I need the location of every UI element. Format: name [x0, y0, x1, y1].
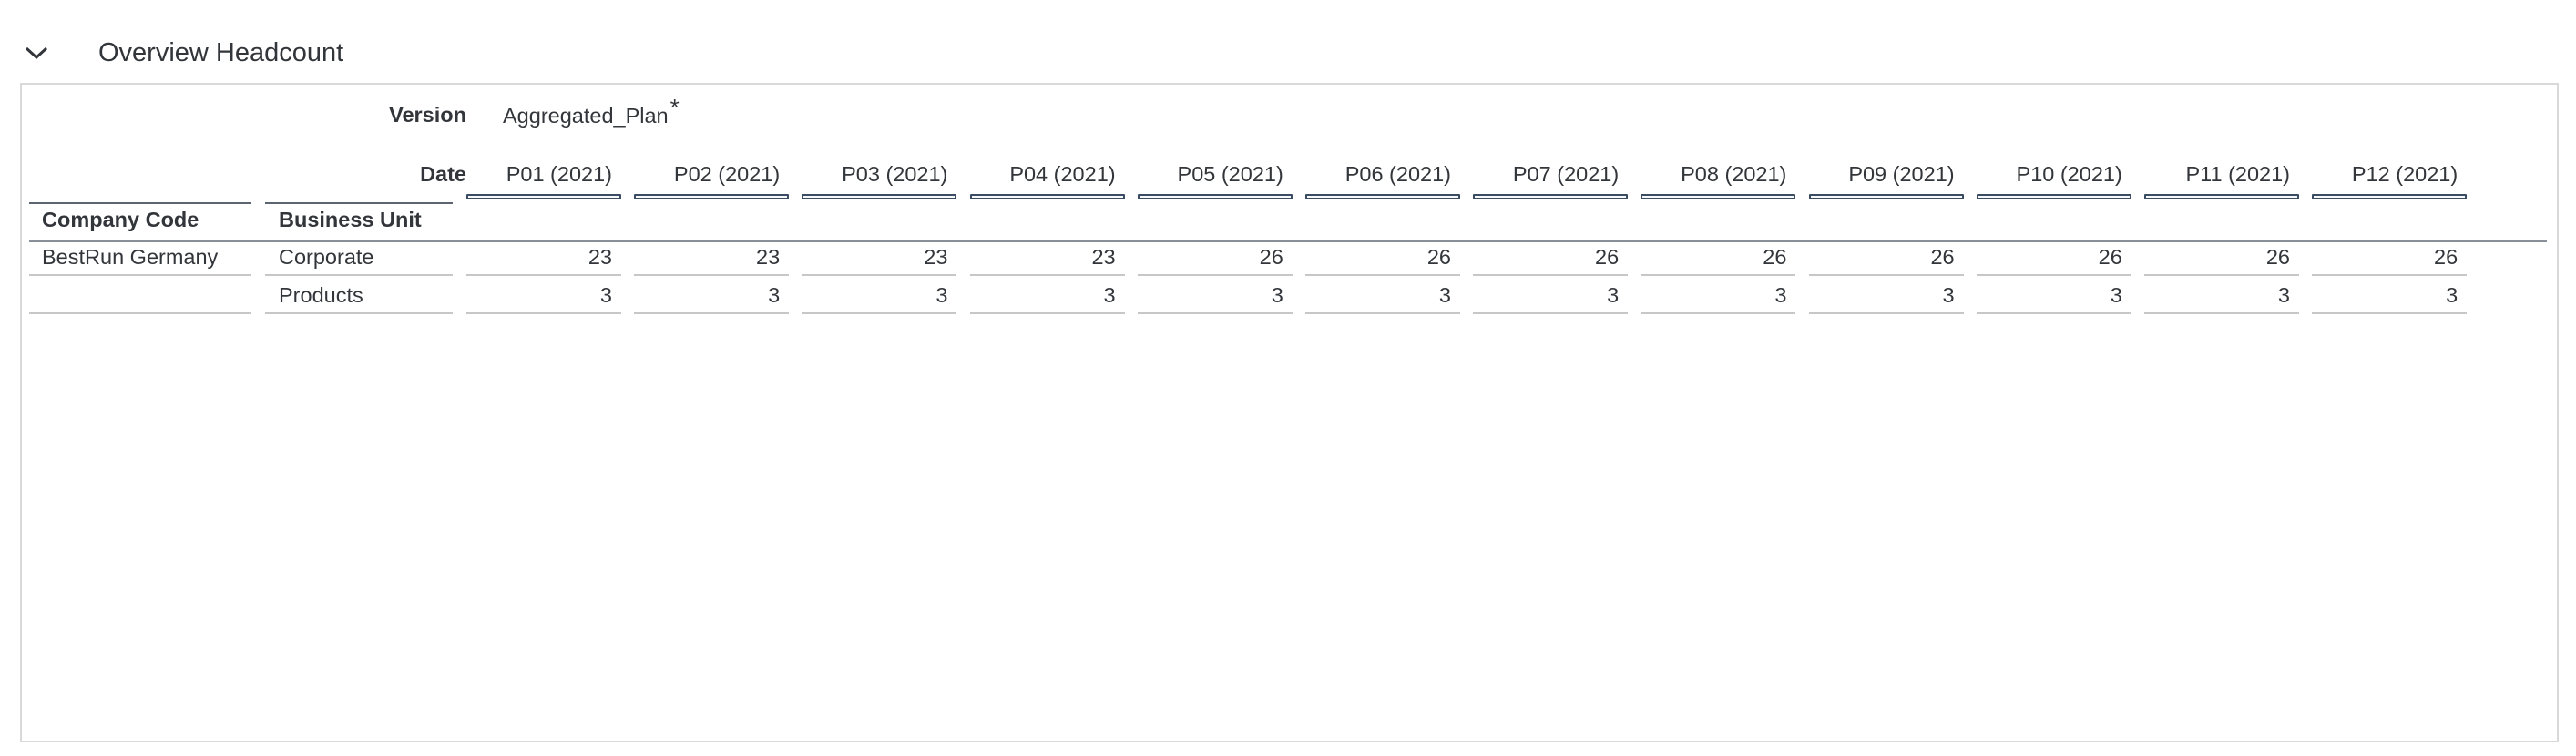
column-header[interactable]: P12 (2021) [2351, 162, 2458, 186]
value-cell[interactable]: 26 [2434, 245, 2458, 269]
column-header[interactable]: P05 (2021) [1177, 162, 1283, 186]
value-cell[interactable]: 3 [2446, 283, 2458, 307]
column-header-underline [2144, 194, 2299, 199]
column-header[interactable]: P10 (2021) [2016, 162, 2122, 186]
company-row-divider [29, 312, 251, 314]
value-cell[interactable]: 26 [2265, 245, 2290, 269]
value-cell[interactable]: 3 [1271, 283, 1283, 307]
business-unit-cell: Products [279, 283, 363, 307]
value-cell[interactable]: 3 [599, 283, 612, 307]
value-cell[interactable]: 26 [1763, 245, 1787, 269]
column-header[interactable]: P03 (2021) [842, 162, 948, 186]
value-cell-divider [1976, 312, 2131, 314]
column-header-underline [1473, 194, 1629, 199]
value-cell-divider [634, 274, 790, 276]
value-cell-divider [2144, 312, 2299, 314]
value-cell[interactable]: 26 [2098, 245, 2122, 269]
value-cell[interactable]: 3 [1607, 283, 1620, 307]
value-cell[interactable]: 3 [935, 283, 948, 307]
column-header-underline [2312, 194, 2468, 199]
value-cell-divider [2312, 274, 2468, 276]
value-cell[interactable]: 3 [1774, 283, 1787, 307]
value-cell-divider [1473, 274, 1629, 276]
value-cell-divider [969, 312, 1125, 314]
value-cell-divider [1305, 312, 1460, 314]
column-header[interactable]: P04 (2021) [1009, 162, 1116, 186]
value-cell-divider [1641, 312, 1796, 314]
value-cell[interactable]: 26 [1426, 245, 1451, 269]
value-cell[interactable]: 23 [756, 245, 781, 269]
value-cell-divider [1808, 312, 1964, 314]
version-value[interactable]: Aggregated_Plan* [503, 95, 680, 128]
value-cell[interactable]: 3 [768, 283, 781, 307]
value-cell[interactable]: 23 [924, 245, 948, 269]
company-cell: BestRun Germany [42, 245, 219, 269]
value-cell[interactable]: 3 [2110, 283, 2122, 307]
value-cell[interactable]: 26 [1595, 245, 1620, 269]
section-header: Overview Headcount [20, 33, 343, 73]
value-cell-divider [802, 274, 957, 276]
chevron-down-icon[interactable] [20, 36, 53, 69]
company-header-divider [29, 202, 251, 204]
section-title: Overview Headcount [98, 37, 344, 67]
column-header[interactable]: P01 (2021) [506, 162, 612, 186]
date-label: Date [420, 162, 466, 186]
column-header[interactable]: P02 (2021) [673, 162, 781, 186]
value-cell[interactable]: 3 [1103, 283, 1116, 307]
value-cell-divider [1305, 274, 1460, 276]
value-cell[interactable]: 3 [2277, 283, 2290, 307]
column-header[interactable]: P11 (2021) [2185, 162, 2290, 186]
column-header-underline [1641, 194, 1796, 199]
column-header-underline [1305, 194, 1460, 199]
column-header-underline [969, 194, 1125, 199]
business-unit-header: Business Unit [279, 208, 422, 231]
value-cell-divider [1473, 312, 1629, 314]
value-cell[interactable]: 23 [1091, 245, 1116, 269]
header-separator [29, 240, 2547, 242]
column-header[interactable]: P09 (2021) [1848, 162, 1955, 186]
unit-header-divider [265, 202, 453, 204]
column-header-underline [1976, 194, 2131, 199]
value-cell[interactable]: 3 [1942, 283, 1955, 307]
value-cell[interactable]: 3 [1438, 283, 1451, 307]
column-header-underline [1137, 194, 1293, 199]
value-cell-divider [466, 274, 621, 276]
value-cell-divider [1137, 274, 1293, 276]
version-modified-marker: * [670, 94, 680, 121]
value-cell-divider [2312, 312, 2468, 314]
value-cell-divider [1808, 274, 1964, 276]
unit-row-divider [265, 312, 453, 314]
value-cell[interactable]: 26 [1930, 245, 1955, 269]
column-header-underline [802, 194, 957, 199]
value-cell-divider [2144, 274, 2299, 276]
value-cell-divider [634, 312, 790, 314]
value-cell[interactable]: 26 [1259, 245, 1283, 269]
value-cell[interactable]: 23 [588, 245, 612, 269]
column-header-underline [466, 194, 621, 199]
column-header[interactable]: P08 (2021) [1681, 162, 1787, 186]
column-header-underline [634, 194, 790, 199]
value-cell-divider [466, 312, 621, 314]
version-value-text: Aggregated_Plan [503, 104, 669, 128]
column-header[interactable]: P06 (2021) [1344, 162, 1451, 186]
version-label: Version [389, 103, 466, 127]
value-cell-divider [1976, 274, 2131, 276]
company-code-header: Company Code [42, 208, 199, 231]
value-cell-divider [969, 274, 1125, 276]
unit-row-divider [265, 274, 453, 276]
headcount-table-panel: Version Aggregated_Plan* Date P01 (2021)… [20, 83, 2559, 742]
value-cell-divider [1137, 312, 1293, 314]
value-cell-divider [1641, 274, 1796, 276]
column-header-underline [1808, 194, 1964, 199]
company-row-divider [29, 274, 251, 276]
column-header[interactable]: P07 (2021) [1512, 162, 1620, 186]
business-unit-cell: Corporate [279, 245, 374, 269]
value-cell-divider [802, 312, 957, 314]
